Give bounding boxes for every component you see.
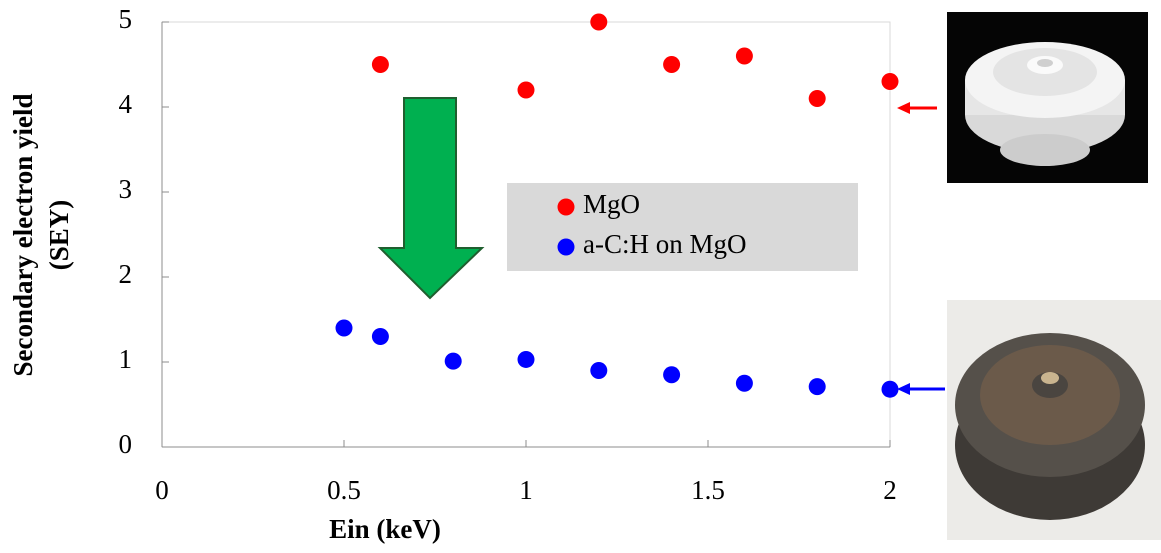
point	[444, 352, 462, 370]
pointer-head	[897, 102, 910, 114]
x-tick-label: 0.5	[327, 475, 361, 505]
x-tick-label: 1.5	[691, 475, 725, 505]
pointer-head	[897, 383, 910, 395]
legend-marker	[557, 198, 575, 216]
point	[590, 13, 608, 31]
point	[881, 73, 899, 90]
photo-mgo	[947, 12, 1148, 183]
photo-coated	[947, 300, 1161, 540]
y-tick-label: 0	[119, 429, 133, 459]
point	[517, 350, 535, 368]
y-axis-title: (SEY)	[44, 200, 74, 271]
legend-box	[507, 183, 858, 271]
point	[663, 366, 681, 384]
legend-label: a-C:H on MgO	[583, 229, 747, 259]
point	[663, 56, 681, 73]
y-axis-title: Secondary electron yield	[8, 94, 38, 377]
point	[371, 328, 389, 345]
x-tick-label: 2	[883, 475, 897, 505]
x-tick-label: 1	[519, 475, 533, 505]
y-tick-label: 5	[119, 4, 133, 34]
point	[735, 374, 753, 392]
point	[517, 81, 535, 99]
point	[590, 362, 608, 379]
legend-label: MgO	[583, 189, 640, 219]
x-axis-title: Ein (keV)	[329, 514, 441, 544]
point	[808, 378, 826, 396]
point	[881, 380, 899, 398]
y-tick-label: 2	[119, 259, 133, 289]
point	[371, 56, 389, 73]
y-tick-label: 1	[119, 344, 133, 374]
point	[808, 90, 826, 107]
x-tick-label: 0	[155, 475, 169, 505]
point	[735, 47, 753, 65]
down-arrow	[377, 97, 485, 300]
y-tick-label: 3	[119, 174, 133, 204]
y-tick-label: 4	[119, 89, 133, 119]
point	[335, 319, 353, 337]
legend-marker	[557, 238, 575, 256]
